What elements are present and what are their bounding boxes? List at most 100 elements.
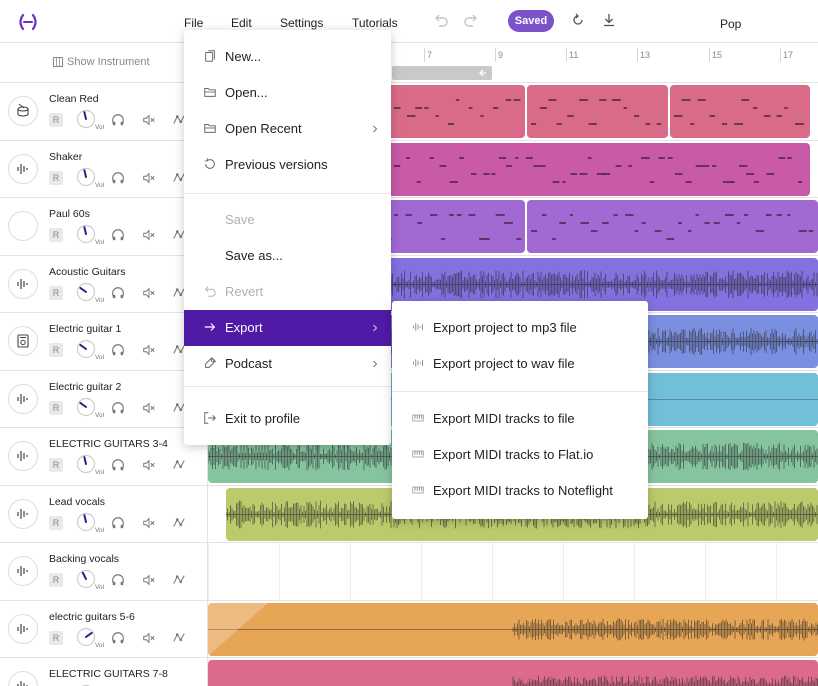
track-instrument-button[interactable] [8, 96, 38, 126]
file-menu-item-export[interactable]: Export [184, 310, 391, 346]
file-menu-item-open[interactable]: Open... [184, 75, 391, 111]
record-arm-button[interactable]: R [49, 170, 63, 185]
menu-tutorials[interactable]: Tutorials [352, 16, 398, 30]
export-menu-item-export-project-to-wav-file[interactable]: Export project to wav file [392, 346, 648, 382]
volume-knob[interactable] [76, 397, 96, 417]
track-name[interactable]: Electric guitar 1 [49, 323, 122, 335]
genre-label[interactable]: Pop [720, 17, 742, 31]
automation-icon[interactable] [172, 343, 186, 357]
audio-clip[interactable] [208, 660, 818, 686]
app-logo-icon[interactable] [17, 12, 39, 32]
automation-icon[interactable] [172, 401, 186, 415]
record-arm-button[interactable]: R [49, 113, 63, 127]
mute-icon[interactable] [142, 401, 156, 415]
export-menu-item-export-project-to-mp3-file[interactable]: Export project to mp3 file [392, 310, 648, 346]
menu-settings[interactable]: Settings [280, 16, 324, 30]
track-instrument-button[interactable] [8, 441, 38, 471]
track-header[interactable]: ELECTRIC GUITARS 3-4 R Vol [0, 428, 208, 486]
headphones-icon[interactable] [111, 286, 125, 300]
export-menu-item-export-midi-tracks-to-file[interactable]: Export MIDI tracks to file [392, 401, 648, 437]
audio-clip[interactable] [527, 85, 668, 138]
track-name[interactable]: Clean Red [49, 93, 99, 105]
track-header[interactable]: Shaker R Vol [0, 140, 208, 198]
track-name[interactable]: Backing vocals [49, 553, 120, 565]
track-header[interactable]: Electric guitar 2 R Vol [0, 370, 208, 428]
loop-region[interactable] [392, 66, 492, 80]
automation-icon[interactable] [172, 113, 186, 127]
automation-icon[interactable] [172, 171, 186, 185]
audio-clip[interactable] [527, 200, 818, 253]
headphones-icon[interactable] [111, 171, 125, 185]
volume-knob[interactable] [76, 224, 96, 244]
export-menu-item-export-midi-tracks-to-flat-io[interactable]: Export MIDI tracks to Flat.io [392, 437, 648, 473]
track-lane[interactable] [208, 658, 818, 686]
record-arm-button[interactable]: R [49, 630, 63, 645]
volume-knob[interactable] [76, 282, 96, 302]
track-lane[interactable] [208, 600, 818, 658]
volume-knob[interactable] [76, 109, 96, 129]
redo-icon[interactable] [463, 12, 479, 28]
mute-icon[interactable] [142, 573, 156, 587]
automation-icon[interactable] [172, 228, 186, 242]
mute-icon[interactable] [142, 458, 156, 472]
headphones-icon[interactable] [111, 631, 125, 645]
track-header[interactable]: Electric guitar 1 R Vol [0, 313, 208, 371]
track-instrument-button[interactable] [8, 268, 38, 299]
undo-icon[interactable] [433, 12, 449, 28]
volume-knob[interactable] [76, 339, 96, 359]
track-name[interactable]: electric guitars 5-6 [49, 610, 135, 623]
track-header[interactable]: Paul 60s R Vol [0, 198, 208, 256]
record-arm-button[interactable]: R [49, 285, 63, 300]
track-instrument-button[interactable] [8, 326, 38, 356]
automation-icon[interactable] [172, 516, 186, 530]
mute-icon[interactable] [142, 516, 156, 530]
record-arm-button[interactable]: R [49, 458, 63, 472]
volume-knob[interactable] [76, 627, 96, 647]
file-menu-item-exit-to-profile[interactable]: Exit to profile [184, 401, 391, 437]
mute-icon[interactable] [142, 286, 156, 300]
track-instrument-button[interactable] [8, 613, 38, 644]
audio-clip[interactable] [670, 85, 810, 138]
track-header[interactable]: electric guitars 5-6 R Vol [0, 600, 208, 658]
headphones-icon[interactable] [111, 228, 125, 242]
file-menu-item-open-recent[interactable]: Open Recent [184, 111, 391, 147]
record-arm-button[interactable]: R [49, 343, 63, 357]
volume-knob[interactable] [76, 569, 96, 589]
track-name[interactable]: Shaker [49, 150, 83, 163]
mute-icon[interactable] [142, 171, 156, 185]
track-name[interactable]: ELECTRIC GUITARS 3-4 [49, 438, 168, 450]
track-instrument-button[interactable] [8, 153, 38, 184]
record-arm-button[interactable]: R [49, 228, 63, 242]
headphones-icon[interactable] [111, 516, 125, 530]
track-name[interactable]: Electric guitar 2 [49, 380, 122, 393]
track-name[interactable]: Acoustic Guitars [49, 265, 126, 278]
mute-icon[interactable] [142, 343, 156, 357]
record-arm-button[interactable]: R [49, 573, 63, 587]
track-header[interactable]: Lead vocals R Vol [0, 485, 208, 543]
headphones-icon[interactable] [111, 573, 125, 587]
track-instrument-button[interactable] [8, 671, 38, 686]
headphones-icon[interactable] [111, 113, 125, 127]
headphones-icon[interactable] [111, 343, 125, 357]
track-lane[interactable] [208, 543, 818, 601]
track-instrument-button[interactable] [8, 211, 38, 241]
track-name[interactable]: Paul 60s [49, 208, 90, 220]
automation-icon[interactable] [172, 631, 186, 645]
track-name[interactable]: Lead vocals [49, 495, 106, 508]
track-header[interactable]: ELECTRIC GUITARS 7-8RVol [0, 658, 208, 686]
mute-icon[interactable] [142, 113, 156, 127]
track-header[interactable]: Clean Red R Vol [0, 83, 208, 141]
track-header[interactable]: Backing vocals R Vol [0, 543, 208, 601]
file-menu-item-new[interactable]: New... [184, 39, 391, 75]
arrow-left-icon[interactable] [478, 68, 488, 78]
file-menu-item-previous-versions[interactable]: Previous versions [184, 147, 391, 183]
menu-file[interactable]: File [184, 16, 204, 30]
automation-icon[interactable] [172, 458, 186, 472]
automation-icon[interactable] [172, 286, 186, 300]
mute-icon[interactable] [142, 631, 156, 645]
file-menu-item-podcast[interactable]: Podcast [184, 346, 391, 382]
mute-icon[interactable] [142, 228, 156, 242]
volume-knob[interactable] [76, 454, 96, 474]
record-arm-button[interactable]: R [49, 515, 63, 530]
file-menu-item-save-as[interactable]: Save as... [184, 238, 391, 274]
